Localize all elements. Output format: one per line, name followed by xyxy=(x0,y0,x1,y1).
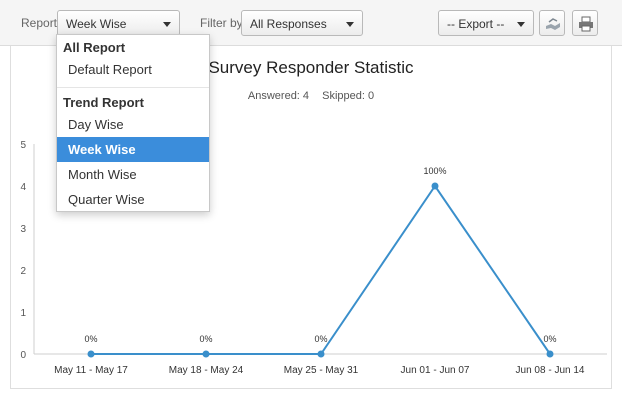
report-dropdown-menu: All Report Default Report Trend Report Day … xyxy=(56,34,210,212)
x-tick-label: May 11 - May 17 xyxy=(54,365,128,376)
menu-item-day-wise[interactable]: Day Wise xyxy=(68,117,124,132)
data-point xyxy=(546,350,554,358)
share-button[interactable] xyxy=(539,10,565,36)
menu-divider xyxy=(57,87,209,88)
data-label: 0% xyxy=(84,334,97,344)
y-tick-label: 0 xyxy=(20,350,26,361)
menu-item-month-wise[interactable]: Month Wise xyxy=(68,167,137,182)
chart-title: Survey Responder Statistic xyxy=(208,58,414,77)
chart-summary: Answered: 4 Skipped: 0 xyxy=(0,90,622,102)
menu-item-quarter-wise[interactable]: Quarter Wise xyxy=(68,192,145,207)
y-tick-label: 1 xyxy=(20,308,26,319)
menu-group-header: All Report xyxy=(63,40,126,55)
report-label: Report xyxy=(21,16,58,30)
data-point xyxy=(431,182,439,190)
data-label: 0% xyxy=(314,334,327,344)
data-point xyxy=(202,350,210,358)
y-tick-label: 2 xyxy=(20,266,26,277)
export-select-value: -- Export -- xyxy=(447,17,505,31)
x-tick-label: May 25 - May 31 xyxy=(284,365,359,376)
filter-label: Filter by xyxy=(200,16,243,30)
y-tick-label: 4 xyxy=(20,182,26,193)
report-select-value: Week Wise xyxy=(66,17,127,31)
filter-select-value: All Responses xyxy=(250,17,327,31)
chevron-down-icon xyxy=(346,22,354,27)
menu-group-header: Trend Report xyxy=(63,95,144,110)
print-button[interactable] xyxy=(572,10,598,36)
data-label: 0% xyxy=(199,334,212,344)
data-label: 100% xyxy=(423,166,446,176)
menu-item-default-report[interactable]: Default Report xyxy=(68,62,152,77)
data-point xyxy=(317,350,325,358)
menu-item-week-wise[interactable]: Week Wise xyxy=(57,137,209,162)
chevron-down-icon xyxy=(163,22,171,27)
report-select[interactable]: Week Wise xyxy=(57,10,180,36)
y-tick-label: 3 xyxy=(20,224,26,235)
export-select[interactable]: -- Export -- xyxy=(438,10,534,36)
answered-count: Answered: 4 xyxy=(247,90,310,102)
y-tick-label: 5 xyxy=(20,140,26,151)
print-icon xyxy=(579,16,593,32)
x-tick-label: Jun 08 - Jun 14 xyxy=(516,365,585,376)
share-icon xyxy=(546,18,560,30)
filter-select[interactable]: All Responses xyxy=(241,10,363,36)
x-tick-label: Jun 01 - Jun 07 xyxy=(401,365,470,376)
x-tick-label: May 18 - May 24 xyxy=(169,365,244,376)
chevron-down-icon xyxy=(517,22,525,27)
data-label: 0% xyxy=(543,334,556,344)
skipped-count: Skipped: 0 xyxy=(322,90,375,102)
data-point xyxy=(87,350,95,358)
